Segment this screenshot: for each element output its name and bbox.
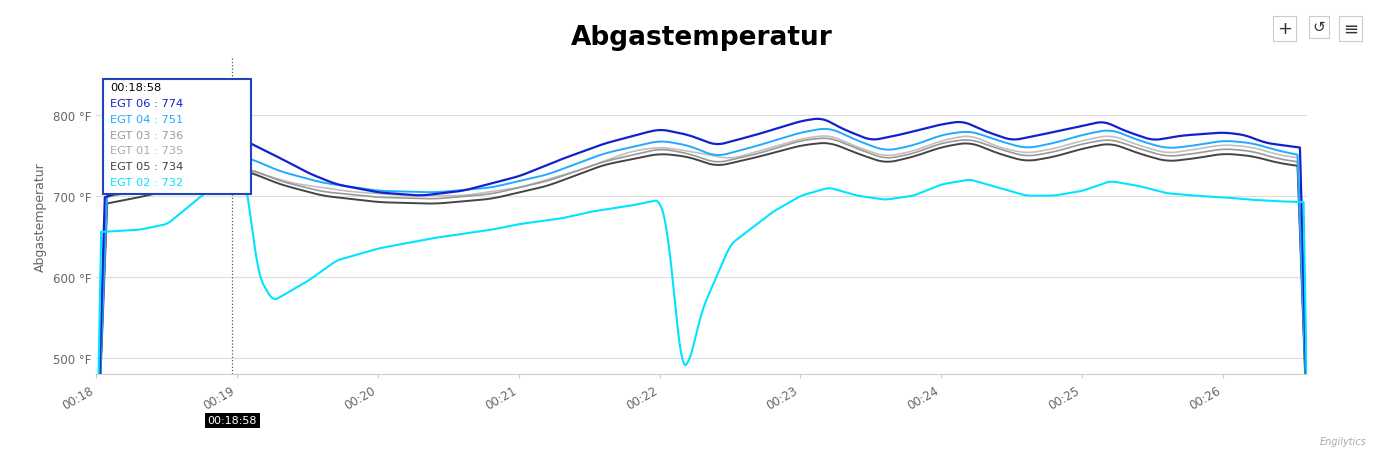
Y-axis label: Abgastemperatur: Abgastemperatur [34, 162, 47, 271]
Text: EGT 05 : 734: EGT 05 : 734 [110, 162, 183, 172]
Text: EGT 02 : 732: EGT 02 : 732 [110, 178, 183, 188]
Text: EGT 04 : 751: EGT 04 : 751 [110, 115, 183, 124]
Title: Abgastemperatur: Abgastemperatur [571, 25, 832, 51]
Text: ↺: ↺ [1313, 20, 1325, 35]
Text: EGT 06 : 774: EGT 06 : 774 [110, 99, 183, 109]
Text: Engilytics: Engilytics [1320, 437, 1366, 446]
FancyBboxPatch shape [103, 80, 252, 195]
Text: 00:18:58: 00:18:58 [110, 83, 161, 93]
Text: EGT 03 : 736: EGT 03 : 736 [110, 130, 183, 140]
Text: ≡: ≡ [1343, 20, 1358, 38]
Text: 00:18:58: 00:18:58 [208, 415, 257, 425]
Text: +: + [1277, 20, 1292, 38]
Text: EGT 01 : 735: EGT 01 : 735 [110, 146, 184, 156]
